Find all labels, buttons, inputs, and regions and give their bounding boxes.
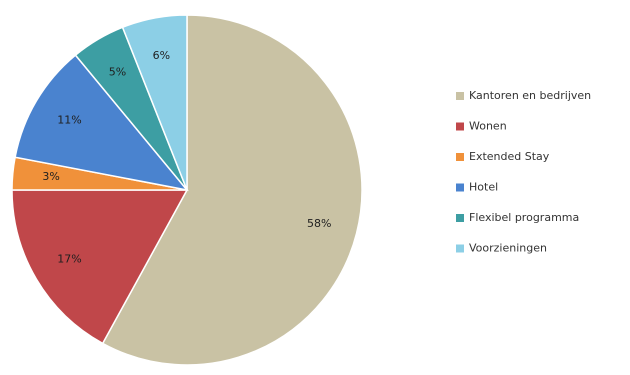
pie-slice-kantoren-en-bedrijven xyxy=(101,14,363,366)
data-label-wonen: 17% xyxy=(57,253,81,266)
legend-swatch-flexibel-programma xyxy=(456,214,464,222)
data-label-hotel: 11% xyxy=(57,114,81,127)
legend-label-flexibel-programma: Flexibel programma xyxy=(469,211,579,224)
legend-swatch-hotel xyxy=(456,183,464,192)
pie-slices xyxy=(11,14,363,366)
chart-legend: Kantoren en bedrijven Wonen Extended Stay H… xyxy=(456,89,591,255)
legend-swatch-wonen xyxy=(456,122,464,131)
pie-data-labels: 58% 17% 3% 11% 5% 6% xyxy=(42,49,331,266)
pie-slice-wonen xyxy=(11,189,189,345)
legend-label-kantoren-en-bedrijven: Kantoren en bedrijven xyxy=(469,89,591,102)
legend-label-voorzieningen: Voorzieningen xyxy=(469,242,547,255)
pie-slice-hotel xyxy=(14,54,189,192)
data-label-kantoren-en-bedrijven: 58% xyxy=(307,217,331,230)
legend-swatch-voorzieningen xyxy=(456,244,464,253)
pie-slice-voorzieningen xyxy=(121,14,188,191)
legend-swatch-kantoren-en-bedrijven xyxy=(456,92,464,100)
legend-swatch-extended-stay xyxy=(456,153,464,161)
legend-label-hotel: Hotel xyxy=(469,181,498,194)
data-label-voorzieningen: 6% xyxy=(153,49,170,62)
legend-label-extended-stay: Extended Stay xyxy=(469,150,550,163)
data-label-extended-stay: 3% xyxy=(42,170,59,183)
data-label-flexibel-programma: 5% xyxy=(109,66,126,79)
legend-label-wonen: Wonen xyxy=(469,120,507,133)
